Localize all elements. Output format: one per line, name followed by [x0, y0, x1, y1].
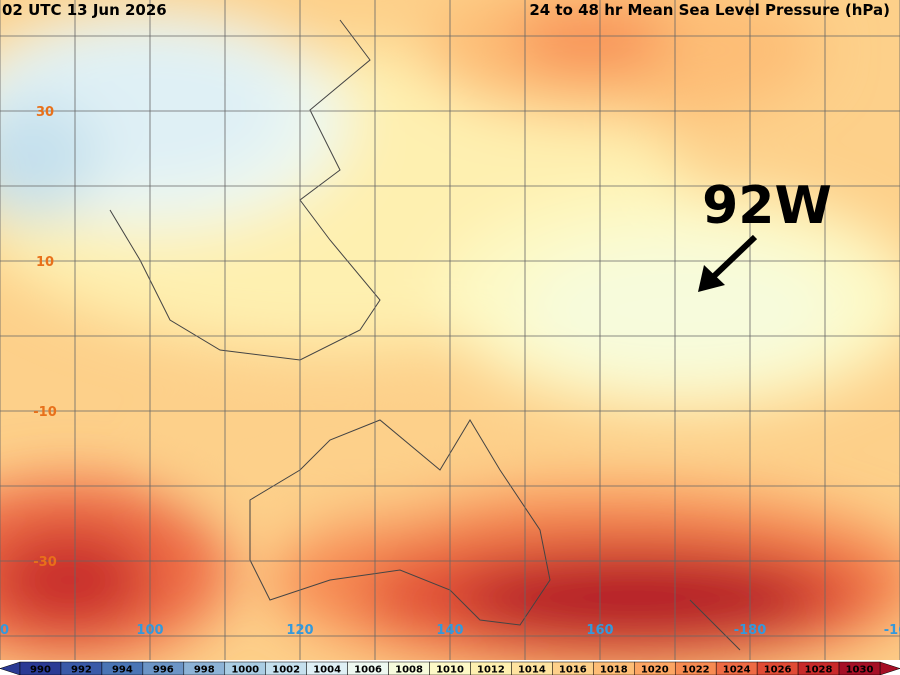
lat-label: -30 — [33, 555, 57, 570]
graticule — [0, 0, 900, 660]
colorbar-label: 1012 — [477, 665, 505, 675]
colorbar-label: 1020 — [641, 665, 669, 675]
lat-label: 30 — [36, 105, 54, 120]
lon-label: -160 — [884, 623, 900, 638]
storm-arrow — [698, 234, 758, 292]
colorbar-label: 998 — [194, 665, 215, 675]
colorbar-end — [0, 661, 21, 675]
colorbar-label: 1030 — [846, 665, 874, 675]
colorbar-end — [879, 661, 900, 675]
colorbar-label: 1018 — [600, 665, 628, 675]
lat-label: -10 — [33, 405, 57, 420]
colorbar-label: 1026 — [764, 665, 792, 675]
colorbar-swatch — [838, 661, 881, 675]
colorbar-label: 992 — [71, 665, 92, 675]
storm-label: 92W — [702, 176, 832, 236]
colorbar-label: 1016 — [559, 665, 587, 675]
coastline — [109, 19, 381, 361]
lon-label: 80 — [0, 623, 9, 638]
colorbar-label: 1000 — [231, 665, 259, 675]
lon-label: 100 — [136, 623, 163, 638]
colorbar: 990 992 994 996 998 1000 1002 1004 1006 1008 1010 1… — [0, 661, 900, 675]
valid-time: 02 UTC 13 Jun 2026 — [2, 1, 167, 19]
colorbar-label: 1006 — [354, 665, 382, 675]
lon-label: 160 — [586, 623, 613, 638]
lon-label: -180 — [734, 623, 767, 638]
colorbar-label: 990 — [30, 665, 51, 675]
product-title: 24 to 48 hr Mean Sea Level Pressure (hPa… — [529, 1, 890, 19]
colorbar-label: 994 — [112, 665, 133, 675]
colorbar-label: 1028 — [805, 665, 833, 675]
colorbar-label: 1008 — [395, 665, 423, 675]
colorbar-label: 996 — [153, 665, 174, 675]
coastline — [689, 599, 741, 651]
coastline — [249, 419, 551, 626]
colorbar-label: 1022 — [682, 665, 710, 675]
colorbar-label: 1004 — [313, 665, 341, 675]
axis-labels: 30 10 -10 -30 80 100 120 140 160 -180 -160 — [0, 105, 900, 638]
colorbar-label: 1014 — [518, 665, 546, 675]
colorbar-label: 1010 — [436, 665, 464, 675]
lon-label: 140 — [436, 623, 463, 638]
colorbar-label: 1024 — [723, 665, 751, 675]
colorbar-label: 1002 — [272, 665, 300, 675]
lat-label: 10 — [36, 255, 54, 270]
lon-label: 120 — [286, 623, 313, 638]
